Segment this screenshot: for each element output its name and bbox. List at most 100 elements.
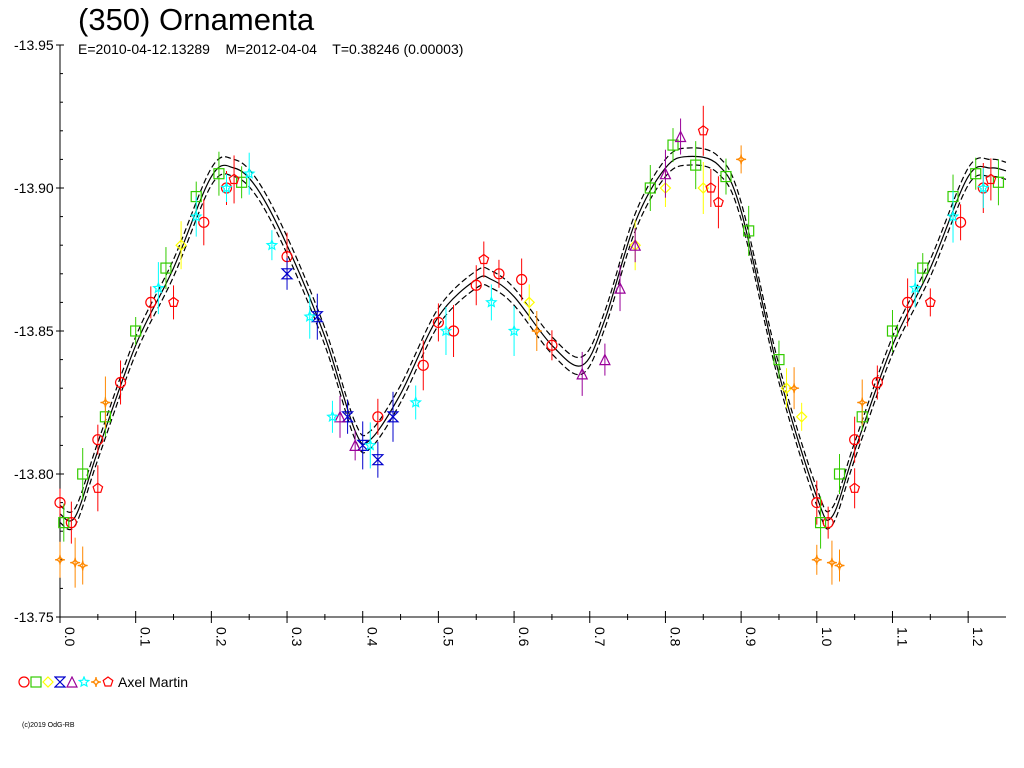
data-point <box>970 168 982 180</box>
data-point <box>789 383 800 394</box>
data-point <box>349 439 362 451</box>
legend-marker-shape <box>102 676 114 687</box>
data-point <box>834 560 845 571</box>
data-point <box>576 367 589 380</box>
data-point <box>697 125 709 136</box>
data-point <box>198 216 210 228</box>
data-point <box>386 411 400 423</box>
data-point <box>667 139 679 151</box>
data-point <box>674 130 687 143</box>
y-tick-label: -13.95 <box>14 37 54 53</box>
data-point <box>228 173 240 185</box>
legend-label: Axel Martin <box>118 674 189 690</box>
data-point <box>780 382 793 395</box>
data-point <box>976 181 990 194</box>
data-point <box>58 517 70 529</box>
data-point <box>417 359 429 371</box>
data-point <box>705 182 717 193</box>
data-point <box>857 397 868 408</box>
data-point <box>371 454 385 466</box>
data-point <box>795 410 808 423</box>
legend-marker-shape <box>54 676 66 688</box>
x-tick-label: 0.9 <box>743 627 759 647</box>
data-point <box>152 281 165 294</box>
data-point <box>92 482 104 493</box>
series-sparkle <box>54 145 868 588</box>
data-point <box>720 170 732 183</box>
data-point <box>833 468 846 480</box>
data-point <box>334 410 346 423</box>
fit-curve-upper <box>59 147 1007 513</box>
data-point <box>712 196 724 207</box>
data-point <box>886 325 899 337</box>
data-point <box>811 497 823 509</box>
series-hourglass <box>280 257 400 478</box>
x-tick-label: 0.7 <box>592 627 608 647</box>
data-point <box>364 438 377 451</box>
data-point <box>175 239 187 252</box>
data-point <box>516 273 528 286</box>
data-point <box>849 434 861 446</box>
legend-marker-square <box>30 676 42 688</box>
copyright-notice: (c)2019 OdG-RB <box>22 722 75 729</box>
data-point <box>280 268 294 280</box>
data-point <box>992 176 1005 188</box>
legend-marker-shape <box>78 676 90 688</box>
data-point <box>924 296 936 307</box>
series-square <box>58 128 1005 549</box>
data-point <box>523 296 536 309</box>
data-point <box>77 468 89 480</box>
y-tick-label: -13.80 <box>14 466 54 482</box>
data-point <box>598 353 611 366</box>
data-point <box>478 253 490 265</box>
x-tick-label: 0.5 <box>440 627 456 647</box>
data-point <box>310 311 324 323</box>
data-point <box>736 154 747 165</box>
data-point <box>114 376 127 389</box>
data-point <box>220 181 233 194</box>
data-point <box>822 517 834 529</box>
legend-marker-diamond <box>42 676 54 688</box>
data-point <box>54 497 66 509</box>
x-tick-label: 1.0 <box>819 627 835 647</box>
chart-subtitle: E=2010-04-12.13289 M=2012-04-04 T=0.3824… <box>78 41 464 57</box>
legend-marker-shape <box>42 676 54 688</box>
legend: Axel Martin <box>18 674 188 690</box>
x-tick-label: 0.3 <box>289 627 305 647</box>
data-point <box>372 411 384 423</box>
data-point <box>54 554 66 565</box>
legend-marker-shape <box>30 676 42 688</box>
data-point <box>659 167 672 180</box>
data-point <box>100 397 111 408</box>
data-point <box>236 176 248 188</box>
data-point <box>409 395 423 408</box>
data-points <box>54 105 1005 588</box>
legend-markers <box>18 676 114 688</box>
legend-marker-hourglass <box>54 676 66 688</box>
data-point <box>814 517 827 529</box>
legend-marker-shape <box>18 676 30 688</box>
data-point <box>439 324 453 337</box>
data-point <box>470 279 482 291</box>
data-point <box>242 167 256 179</box>
data-point <box>77 560 88 571</box>
series-triangle <box>334 118 687 461</box>
data-point <box>743 225 755 237</box>
data-point <box>485 295 498 308</box>
data-point <box>985 173 997 185</box>
data-point <box>811 554 822 565</box>
data-point <box>917 262 929 274</box>
data-point <box>644 182 656 194</box>
data-point <box>531 325 542 337</box>
x-tick-label: 0.1 <box>138 627 154 647</box>
fit-curve-lower <box>59 164 1007 531</box>
data-point <box>70 557 81 568</box>
y-tick-label: -13.75 <box>14 609 54 625</box>
data-point <box>507 324 521 337</box>
chart-axes: -13.95 -13.90 -13.85 -13.80 -13.75 0.0 0.1 0.2 0… <box>14 37 1006 647</box>
data-point <box>65 517 77 529</box>
x-tick-label: 0.0 <box>62 627 78 647</box>
data-point <box>326 410 339 423</box>
legend-marker-shape <box>90 676 102 688</box>
data-point <box>145 296 157 308</box>
